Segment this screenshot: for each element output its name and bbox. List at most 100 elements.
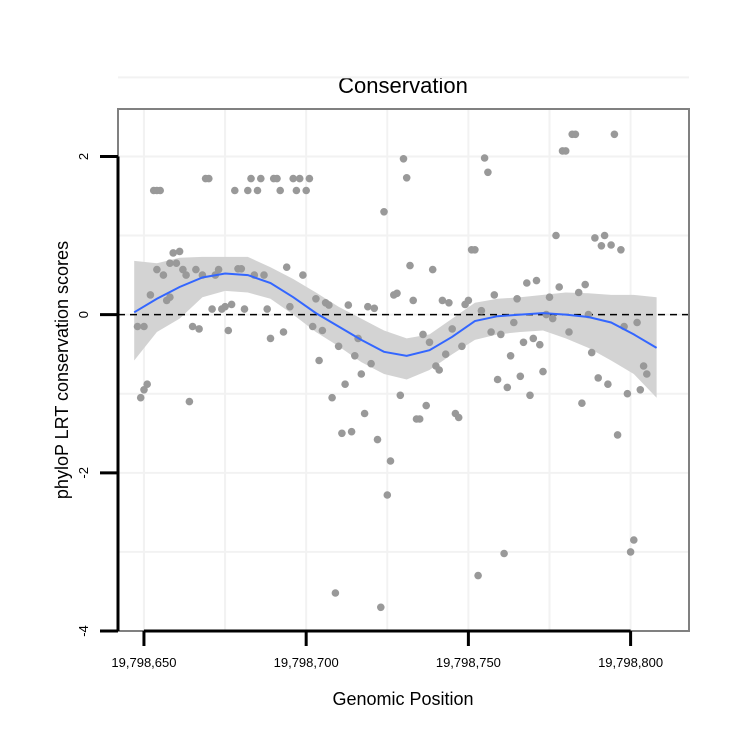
data-point: [526, 391, 534, 400]
data-point: [331, 589, 340, 597]
data-point: [604, 380, 612, 389]
data-point: [214, 265, 223, 274]
data-point: [334, 342, 343, 351]
data-point: [497, 330, 505, 339]
data-point: [435, 366, 444, 374]
data-point: [302, 186, 311, 195]
data-point: [474, 571, 482, 580]
data-point: [636, 386, 645, 394]
data-point: [422, 401, 431, 410]
data-point: [464, 296, 473, 305]
data-point: [312, 295, 320, 303]
y-tick-label: 0: [76, 311, 91, 318]
data-point: [166, 293, 174, 302]
data-point: [536, 340, 544, 349]
data-point: [364, 302, 372, 311]
data-point: [441, 350, 450, 359]
data-point: [445, 299, 453, 307]
data-point: [516, 372, 525, 381]
data-point: [419, 330, 427, 339]
data-point: [266, 334, 275, 343]
data-point: [351, 352, 359, 360]
data-point: [224, 326, 233, 335]
data-point: [503, 383, 512, 392]
data-point: [565, 328, 573, 336]
data-point: [399, 155, 408, 163]
data-point: [282, 263, 291, 272]
data-point: [172, 259, 181, 268]
data-point: [406, 261, 414, 270]
data-point: [613, 431, 622, 439]
data-point: [438, 296, 447, 305]
data-point: [458, 342, 466, 351]
data-point: [279, 328, 288, 336]
data-point: [153, 265, 161, 274]
data-point: [610, 130, 619, 139]
x-tick-label: 19,798,800: [598, 655, 663, 670]
data-point: [227, 300, 236, 309]
data-point: [402, 174, 411, 182]
x-tick-label: 19,798,750: [436, 655, 501, 670]
data-point: [156, 186, 164, 195]
data-point: [600, 231, 609, 240]
y-tick-label: -4: [76, 625, 91, 637]
data-point: [182, 271, 190, 279]
data-point: [529, 334, 538, 343]
data-point: [263, 305, 272, 313]
data-point: [292, 186, 301, 195]
data-point: [360, 409, 369, 418]
data-point: [169, 249, 177, 257]
data-point: [299, 271, 307, 279]
data-point: [506, 352, 515, 360]
x-axis-title: Genomic Position: [332, 689, 473, 709]
x-axis: 19,798,650 19,798,700 19,798,750 19,798,800: [111, 629, 663, 670]
data-point: [396, 391, 405, 400]
data-point: [548, 314, 557, 323]
data-point: [383, 491, 392, 499]
data-point: [328, 393, 336, 402]
data-point: [561, 147, 570, 155]
data-point: [146, 291, 155, 299]
data-point: [500, 549, 508, 558]
data-point: [639, 362, 648, 370]
data-point: [370, 304, 379, 313]
data-point: [205, 174, 213, 183]
data-point: [357, 370, 366, 378]
data-point: [425, 338, 434, 347]
data-point: [594, 374, 602, 382]
data-point: [597, 242, 606, 250]
data-point: [428, 265, 437, 274]
data-point: [633, 318, 641, 327]
data-point: [136, 393, 145, 402]
data-point: [490, 291, 499, 299]
data-point: [493, 375, 502, 384]
data-point: [315, 356, 323, 365]
data-point: [409, 296, 418, 305]
data-point: [308, 322, 317, 331]
data-point: [140, 386, 148, 394]
data-point: [188, 322, 197, 331]
data-point: [240, 305, 249, 313]
data-point: [630, 536, 638, 544]
data-point: [477, 306, 486, 315]
data-point: [471, 246, 479, 254]
data-point: [643, 370, 651, 378]
data-point: [386, 457, 395, 465]
data-point: [237, 265, 246, 273]
data-point: [231, 186, 239, 195]
points-layer: [133, 130, 651, 612]
data-point: [539, 367, 547, 376]
data-point: [276, 186, 285, 195]
data-point: [510, 318, 518, 327]
x-tick-label: 19,798,650: [111, 655, 176, 670]
data-point: [305, 174, 314, 183]
data-point: [338, 429, 346, 438]
data-point: [179, 265, 187, 274]
data-point: [208, 305, 216, 313]
data-point: [487, 328, 495, 336]
data-point: [143, 380, 151, 389]
y-axis-title: phyloP LRT conservation scores: [52, 241, 72, 499]
data-point: [623, 389, 632, 398]
data-point: [415, 415, 424, 423]
